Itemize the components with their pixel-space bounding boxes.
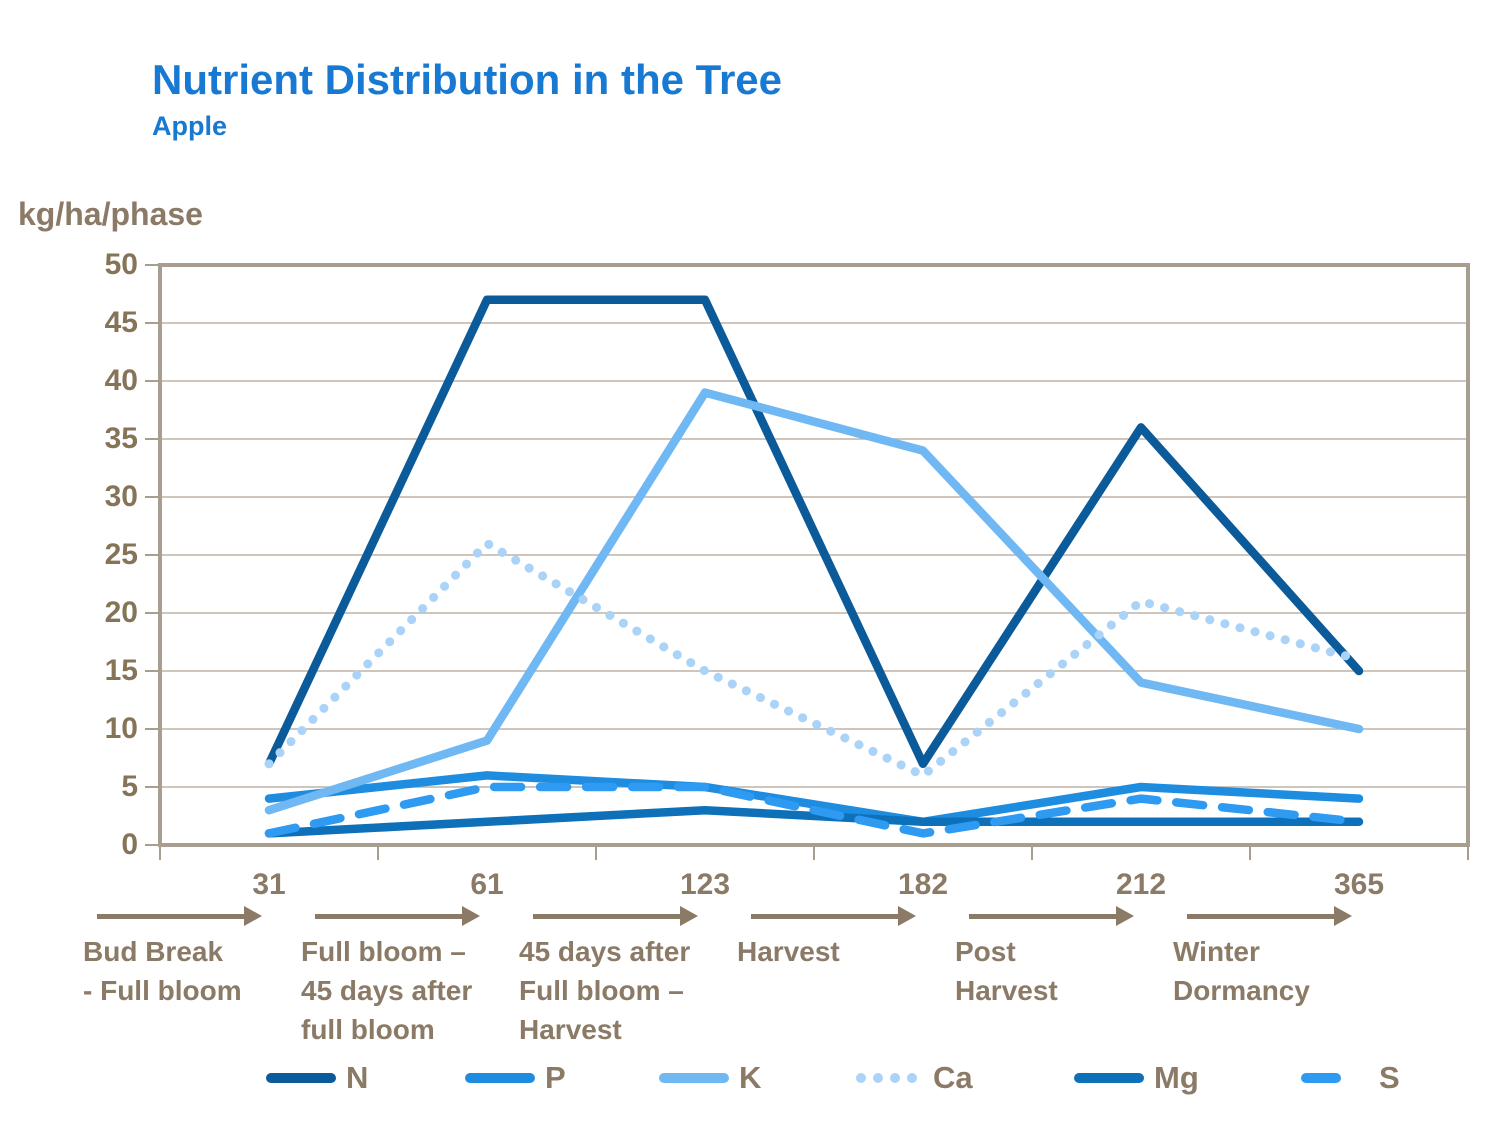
series-line-P — [264, 771, 1364, 827]
phase-label: Harvest — [737, 932, 972, 971]
phase-label: 45 days after Full bloom – Harvest — [519, 932, 754, 1049]
phase-label: Full bloom – 45 days after full bloom — [301, 932, 536, 1049]
phase-label: Winter Dormancy — [1173, 932, 1408, 1010]
x-tick-label-61: 61 — [470, 868, 504, 901]
phase-label-line: Harvest — [737, 936, 840, 967]
legend-item-S: S — [1298, 1058, 1400, 1098]
x-tick-label-182: 182 — [897, 868, 949, 901]
legend-dot — [873, 1073, 883, 1083]
phase-label: Post Harvest — [955, 932, 1190, 1010]
y-tick-label-10: 10 — [104, 712, 138, 745]
phase-label-line: Bud Break — [83, 936, 224, 967]
legend-label: Ca — [933, 1060, 973, 1095]
y-tick-label-40: 40 — [104, 364, 138, 397]
legend-label: Mg — [1154, 1060, 1199, 1095]
phase-label-line: Full bloom – — [301, 936, 466, 967]
plot-border — [158, 263, 1470, 847]
legend-label: K — [739, 1060, 762, 1095]
y-tick-label-20: 20 — [104, 596, 138, 629]
legend-dot — [856, 1073, 866, 1083]
legend-item-Mg: Mg — [1073, 1058, 1199, 1098]
y-tick-label-45: 45 — [104, 306, 138, 339]
series-line-N — [264, 295, 1364, 769]
legend-dot — [907, 1073, 917, 1083]
phase-arrow-icon — [751, 906, 916, 926]
phase-label-line: Full bloom – — [519, 975, 684, 1006]
phase-label-line: 45 days after — [301, 975, 473, 1006]
y-tick-label-15: 15 — [104, 654, 138, 687]
phase-label-line: full bloom — [301, 1014, 435, 1045]
phase-arrow-icon — [969, 906, 1134, 926]
page-title: Nutrient Distribution in the Tree — [152, 56, 783, 103]
phase-label-line: 45 days after — [519, 936, 691, 967]
series-line-Mg — [264, 805, 1364, 838]
legend-item-Ca: Ca — [852, 1058, 973, 1098]
phase-arrow-icon — [315, 906, 480, 926]
legend-item-K: K — [658, 1058, 761, 1098]
legend-item-P: P — [464, 1058, 566, 1098]
phase-label-line: Harvest — [955, 975, 1058, 1006]
legend-dot — [890, 1073, 900, 1083]
series-line-K — [264, 388, 1364, 815]
y-tick-label-5: 5 — [121, 770, 138, 803]
x-tick-label-212: 212 — [1115, 868, 1167, 901]
phase-label-line: - Full bloom — [83, 975, 242, 1006]
legend-swatch-dashed — [1301, 1073, 1341, 1083]
phase-label: Bud Break - Full bloom — [83, 932, 318, 1010]
y-tick-label-35: 35 — [104, 422, 138, 455]
phase-arrow-icon — [1187, 906, 1352, 926]
legend-swatch-dotted — [856, 1073, 917, 1083]
legend-label: S — [1379, 1060, 1400, 1095]
series-line-Ca — [264, 538, 1364, 780]
x-tick-label-123: 123 — [679, 868, 731, 901]
y-tick-label-0: 0 — [121, 828, 138, 861]
legend-swatch-solid — [659, 1073, 729, 1083]
x-tick-label-365: 365 — [1333, 868, 1385, 901]
y-tick-label-50: 50 — [104, 248, 138, 281]
y-tick-label-25: 25 — [104, 538, 138, 571]
legend-label: P — [545, 1060, 566, 1095]
phase-label-line: Post — [955, 936, 1016, 967]
phase-arrow-icon — [97, 906, 262, 926]
legend-label: N — [346, 1060, 369, 1095]
legend-swatch-solid — [266, 1073, 336, 1083]
y-axis-unit-label: kg/ha/phase — [18, 196, 203, 232]
page-subtitle: Apple — [152, 111, 228, 141]
legend-item-N: N — [265, 1058, 368, 1098]
phase-label-line: Dormancy — [1173, 975, 1310, 1006]
phase-label-line: Harvest — [519, 1014, 622, 1045]
legend-swatch-solid — [1074, 1073, 1144, 1083]
x-tick-label-31: 31 — [252, 868, 286, 901]
series-line-S — [264, 782, 1364, 838]
phase-label-line: Winter — [1173, 936, 1260, 967]
phase-arrow-icon — [533, 906, 698, 926]
y-tick-label-30: 30 — [104, 480, 138, 513]
legend-swatch-solid — [465, 1073, 535, 1083]
